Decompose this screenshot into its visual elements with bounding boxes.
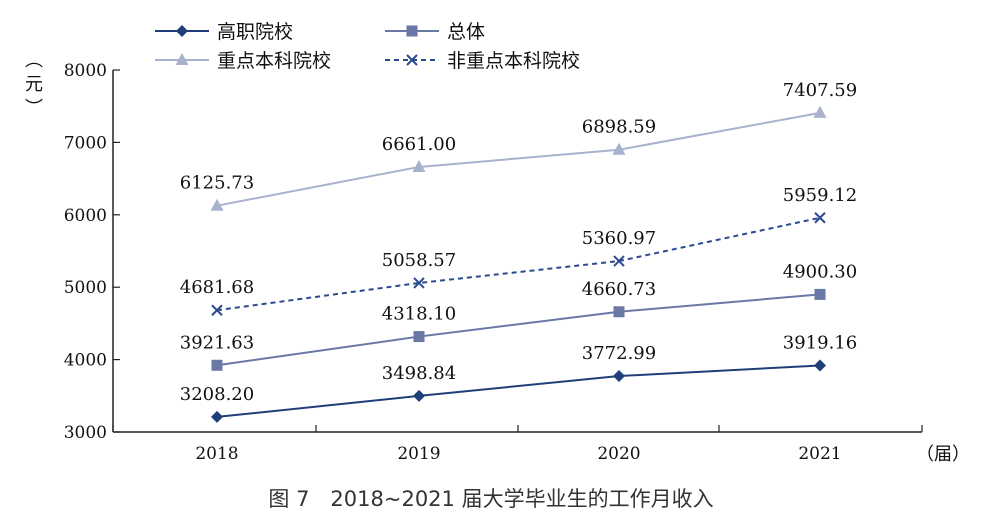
point-marker — [612, 142, 626, 155]
x-tick-label: 2019 — [397, 444, 440, 464]
legend-item: 非重点本科院校 — [385, 50, 580, 72]
legend-label: 重点本科院校 — [217, 50, 331, 72]
point-marker — [813, 105, 827, 118]
point-marker — [176, 25, 188, 37]
point-marker — [613, 370, 625, 383]
data-label: 3208.20 — [180, 384, 254, 405]
point-marker — [814, 212, 826, 224]
data-label: 6125.73 — [180, 173, 254, 194]
x-tick-label: 2018 — [195, 444, 238, 464]
point-marker — [210, 198, 224, 211]
legend-label: 高职院校 — [217, 21, 293, 43]
series-line — [216, 216, 821, 312]
data-label: 5959.12 — [783, 185, 857, 206]
point-marker — [413, 277, 425, 289]
y-tick-label: 6000 — [64, 206, 107, 226]
legend-label: 总体 — [447, 21, 485, 43]
y-tick-label: 5000 — [64, 278, 107, 298]
point-marker — [211, 359, 223, 371]
point-marker — [406, 54, 418, 66]
point-marker — [211, 304, 223, 316]
point-marker — [211, 410, 223, 423]
y-axis-label: ︵元︶ — [25, 50, 43, 119]
point-marker — [412, 159, 426, 172]
point-marker — [814, 288, 826, 300]
legend-label: 非重点本科院校 — [447, 50, 580, 72]
x-axis-label: （届） — [916, 444, 970, 465]
x-tick-label: 2020 — [597, 444, 640, 464]
point-marker — [406, 25, 418, 37]
point-marker — [413, 389, 425, 402]
y-tick-label: 7000 — [64, 133, 107, 153]
point-marker — [413, 331, 425, 343]
point-marker — [175, 53, 189, 65]
point-marker — [814, 359, 826, 372]
y-tick-label: 4000 — [64, 351, 107, 371]
data-label: 4318.10 — [382, 304, 456, 325]
x-tick-label: 2021 — [798, 444, 841, 464]
data-label: 6661.00 — [382, 134, 456, 155]
y-tick-label: 3000 — [64, 423, 107, 443]
series-layer: 3208.20 3498.84 3772.99 3919.16 3921.63 4318.… — [180, 80, 857, 423]
y-tick-label: 8000 — [64, 61, 107, 81]
series-1: 3208.20 3498.84 3772.99 3919.16 — [180, 332, 857, 423]
data-label: 3498.84 — [382, 363, 456, 384]
data-label: 4900.30 — [783, 261, 857, 282]
data-label: 3919.16 — [783, 332, 857, 353]
legend-item: 高职院校 — [155, 21, 293, 43]
series-line — [216, 293, 821, 367]
series-3: 6125.73 6661.00 6898.59 7407.59 — [180, 80, 857, 211]
data-label: 5058.57 — [382, 250, 456, 271]
point-marker — [613, 255, 625, 267]
data-label: 4660.73 — [582, 279, 656, 300]
data-label: 3772.99 — [582, 343, 656, 364]
data-label: 4681.68 — [180, 277, 254, 298]
series-2: 3921.63 4318.10 4660.73 4900.30 — [180, 261, 857, 371]
data-label: 7407.59 — [783, 80, 857, 101]
series-line — [216, 364, 821, 418]
data-label: 5360.97 — [582, 228, 656, 249]
legend-item: 重点本科院校 — [155, 50, 331, 72]
axes: 3000 4000 5000 6000 7000 8000 2018 2019 2020 2021 — [64, 61, 923, 464]
point-marker — [613, 306, 625, 318]
series-4: 4681.68 5058.57 5360.97 5959.12 — [180, 185, 857, 316]
series-line — [216, 111, 821, 207]
data-label: 6898.59 — [582, 117, 656, 138]
chart-title: 图 7 2018~2021 届大学毕业生的工作月收入 — [268, 487, 714, 511]
data-label: 3921.63 — [180, 332, 254, 353]
legend-item: 总体 — [385, 21, 485, 43]
